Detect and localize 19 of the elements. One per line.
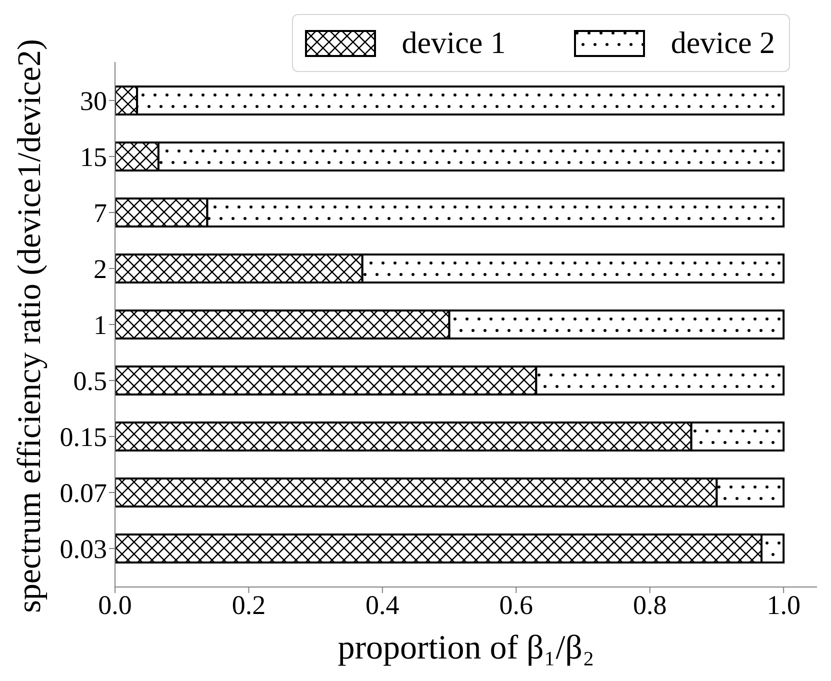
y-tick-label: 15	[80, 142, 107, 172]
x-axis-title: proportion of β₁/β₂	[338, 629, 594, 667]
x-tick-label: 0.2	[232, 590, 266, 620]
x-tick-label: 1.0	[766, 590, 800, 620]
y-tick-label: 0.15	[60, 422, 107, 452]
y-tick-label: 0.03	[60, 534, 107, 564]
x-tick-label: 0.6	[499, 590, 534, 620]
y-axis-title: spectrum efficiency ratio (device1/device2)	[12, 39, 48, 613]
x-tick-label: 0.0	[98, 590, 132, 620]
x-tick-label: 0.4	[366, 590, 400, 620]
y-tick-label: 7	[94, 198, 107, 228]
y-tick-label: 0.07	[60, 478, 107, 508]
y-tick-label: 1	[94, 310, 107, 340]
y-tick-label: 30	[80, 86, 107, 116]
x-tick-label: 0.8	[632, 590, 667, 620]
legend-label: device 1	[402, 25, 506, 60]
y-tick-label: 0.5	[73, 366, 107, 396]
legend-label: device 2	[670, 25, 775, 60]
y-tick-label: 2	[94, 254, 107, 284]
